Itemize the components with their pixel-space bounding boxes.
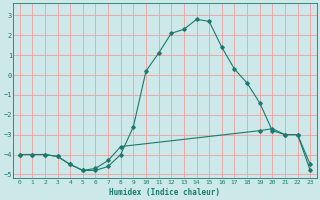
X-axis label: Humidex (Indice chaleur): Humidex (Indice chaleur) — [109, 188, 220, 197]
